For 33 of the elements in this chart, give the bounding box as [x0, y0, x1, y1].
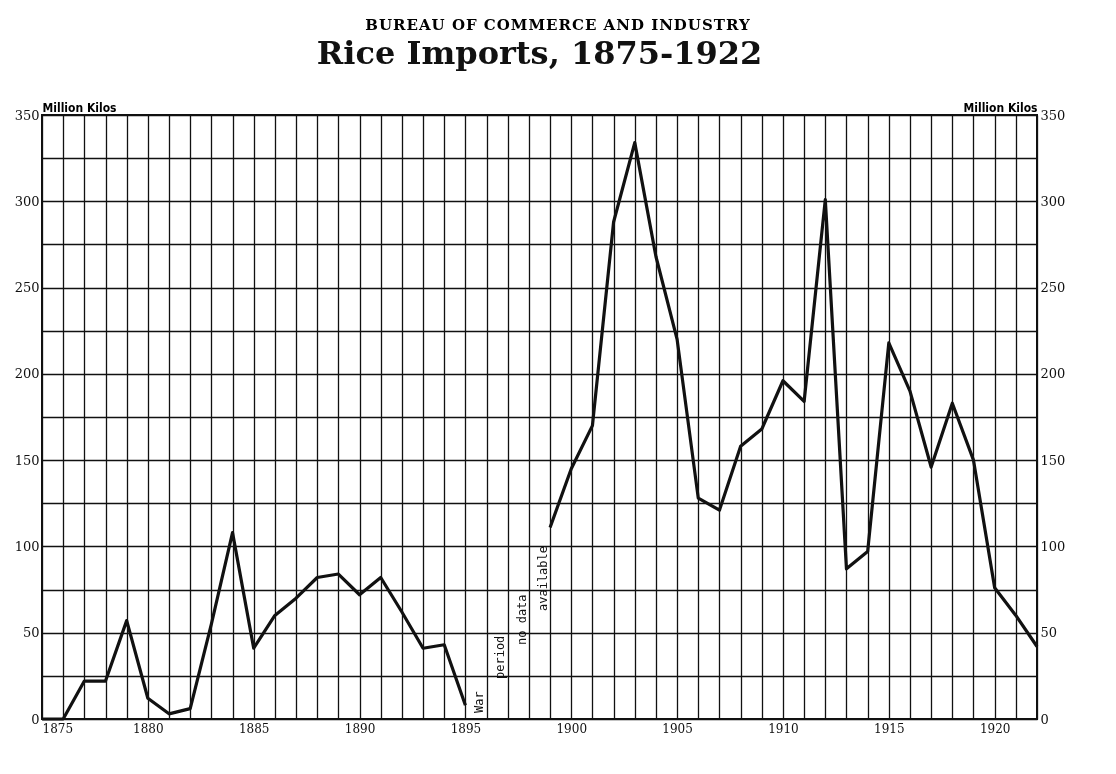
y2-axis-title: Million Kilos: [963, 100, 1038, 115]
y2-tick-label: 0: [1040, 711, 1049, 727]
y-tick-label: 200: [14, 366, 40, 382]
y-tick-label: 50: [22, 625, 40, 641]
y-axis-title: Million Kilos: [42, 100, 117, 115]
x-tick-label: 1905: [662, 721, 693, 736]
x-tick-label: 1885: [238, 721, 270, 736]
x-tick-label: 1890: [344, 721, 376, 736]
y-tick-label: 100: [14, 538, 40, 554]
annotation: available: [535, 545, 550, 611]
y-tick-label: 0: [31, 711, 40, 727]
y-tick-label: 350: [14, 107, 40, 123]
y2-tick-label: 250: [1040, 280, 1066, 296]
y-tick-label: 300: [14, 193, 40, 209]
y-tick-label: 150: [14, 452, 40, 468]
x-tick-label: 1920: [979, 721, 1011, 736]
x-tick-label: 1910: [768, 721, 799, 736]
x-tick-label: 1915: [874, 721, 905, 736]
y2-tick-label: 300: [1040, 193, 1066, 209]
y2-tick-label: 150: [1040, 452, 1066, 468]
y2-tick-label: 50: [1040, 625, 1058, 641]
y2-tick-label: 100: [1040, 538, 1066, 554]
x-tick-label: 1900: [556, 721, 588, 736]
chart-subtitle: BUREAU OF COMMERCE AND INDUSTRY: [364, 16, 752, 34]
annotation: War: [472, 691, 487, 713]
y-tick-label: 250: [14, 280, 40, 296]
x-tick-label: 1895: [450, 721, 482, 736]
y2-tick-label: 200: [1040, 366, 1066, 382]
x-tick-label: 1880: [133, 721, 164, 736]
annotation: period: [493, 635, 508, 679]
x-tick-label: 1875: [42, 721, 74, 736]
y2-tick-label: 350: [1040, 107, 1066, 123]
chart-title: Rice Imports, 1875-1922: [316, 34, 763, 72]
